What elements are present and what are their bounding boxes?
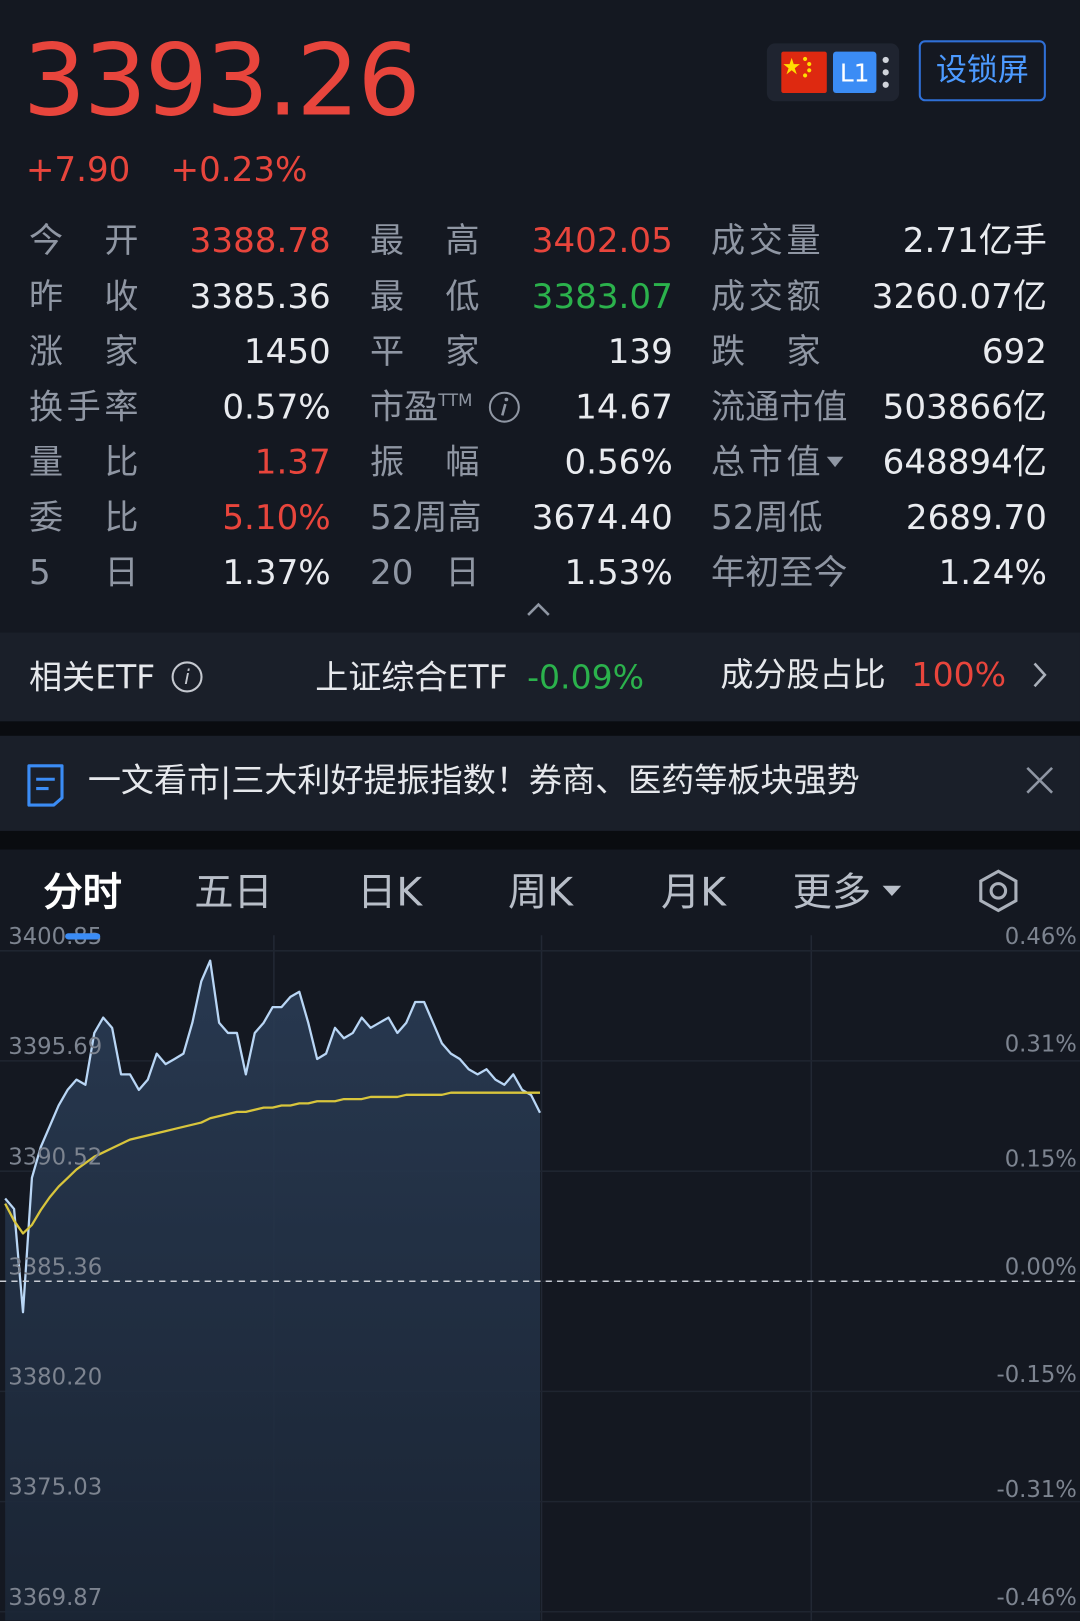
y2-tick-label: -0.31% [997,1477,1077,1503]
stat-label: 跌家 [711,330,821,372]
stat-value: 1450 [243,330,331,372]
stat-label: 成交额 [711,275,821,316]
stat-value: 0.57% [222,386,331,427]
stat-label: 量比 [28,441,139,482]
stat-label: 市盈TTM [370,389,472,423]
stat-value: 1.37% [222,551,331,593]
etf-name: 上证综合ETF [315,657,508,697]
change-pct: +0.23% [170,148,308,190]
dropdown-caret[interactable] [826,456,845,468]
stat-value: 5.10% [222,496,331,537]
y-tick-label: 3380.20 [8,1364,102,1390]
price: 3393.26 [22,22,421,139]
stat-value: 3385.36 [189,275,331,316]
tab[interactable]: 更多 [792,869,872,915]
stat-label: 委比 [28,496,139,537]
tab[interactable]: 五日 [194,869,273,915]
etf-label: 相关ETF [28,657,156,697]
y2-tick-label: 0.00% [1005,1254,1077,1280]
price-line [4,959,542,1314]
info-icon[interactable]: i [169,659,204,694]
stat-label: 流通市值 [711,386,848,427]
stat-label: 5日 [28,551,139,593]
stat-label: 总市值 [711,441,821,482]
stat-label-sup: TTM [438,390,473,410]
stat-value: 3260.07亿 [871,275,1047,316]
ratio-value: 100% [911,655,1007,695]
stat-value: 0.56% [564,441,673,482]
chevron-right [1033,662,1047,688]
stat-value: 2689.70 [905,496,1047,537]
tab[interactable]: 分时 [43,869,122,915]
etf-bar[interactable]: 相关ETF i 上证综合ETF -0.09% 成分股占比 100% [0,632,1080,722]
divider [0,721,1080,736]
tab[interactable]: 月K [660,869,726,915]
tab-indicator [65,933,101,940]
stat-value: 3388.78 [189,220,331,261]
market-badge[interactable]: L1 [766,43,900,102]
stat-label: 昨收 [28,275,139,316]
stat-value: 2.71亿手 [902,220,1047,261]
collapse-arrow[interactable] [523,599,554,620]
y2-tick-label: 0.31% [1005,1032,1077,1058]
badge-icons [781,51,889,94]
stat-value: 648894亿 [882,441,1047,482]
y-tick-label: 3369.87 [8,1585,102,1611]
stat-value: 1.53% [564,551,673,593]
y-tick-label: 3395.69 [8,1034,102,1060]
y2-tick-label: -0.46% [997,1585,1077,1611]
stat-label: 换手率 [28,386,139,427]
stat-label: 52周高 [369,496,482,537]
info-icon[interactable] [487,389,522,424]
stat-value: 1.37 [254,441,331,482]
stat-label: 今开 [28,220,139,261]
y2-tick-label: 0.15% [1005,1147,1077,1173]
stat-value: 3402.05 [531,220,673,261]
y2-tick-label: 0.46% [1005,924,1077,950]
stat-value: 3383.07 [531,275,673,316]
y-tick-label: 3375.03 [8,1475,102,1501]
stat-value: 1.24% [938,551,1047,593]
change: +7.90 [25,148,131,190]
average-line [4,1091,540,1235]
y2-tick-label: -0.15% [997,1362,1077,1388]
news-icon [27,764,64,807]
stat-label-text: 市盈 [369,386,439,427]
ratio-label: 成分股占比 [720,655,886,695]
more-caret[interactable] [882,885,903,897]
level-badge: L1 [839,58,870,88]
stat-label: 年初至今 [711,551,848,593]
stat-label: 成交量 [711,220,821,261]
stat-label: 20日 [369,551,480,593]
etf-change: -0.09% [527,657,645,697]
stat-value: 139 [607,330,673,372]
stat-label: 最低 [369,275,480,316]
stat-value: 503866亿 [882,386,1047,427]
news-bar[interactable]: 一文看市|三大利好提振指数！券商、医药等板块强势 [0,735,1080,831]
stat-label: 振幅 [369,441,480,482]
price-area [5,960,540,1621]
tab[interactable]: 日K [357,869,423,915]
svg-text:i: i [184,665,190,689]
tab[interactable]: 周K [507,869,574,915]
stat-label: 平家 [369,330,480,372]
stat-value: 14.67 [575,386,673,427]
stat-label: 最高 [369,220,480,261]
divider [0,830,1080,850]
settings-icon[interactable] [976,868,1021,913]
close-icon[interactable] [1024,765,1055,796]
stat-value: 692 [981,330,1047,372]
stat-label: 52周低 [711,496,823,537]
y-tick-label: 3385.36 [8,1254,102,1280]
stat-label: 涨家 [28,330,139,372]
stat-value: 3674.40 [531,496,673,537]
news-text: 一文看市|三大利好提振指数！券商、医药等板块强势 [87,760,860,800]
y-tick-label: 3390.52 [8,1144,102,1170]
lock-screen-button[interactable]: 设锁屏 [918,40,1046,102]
